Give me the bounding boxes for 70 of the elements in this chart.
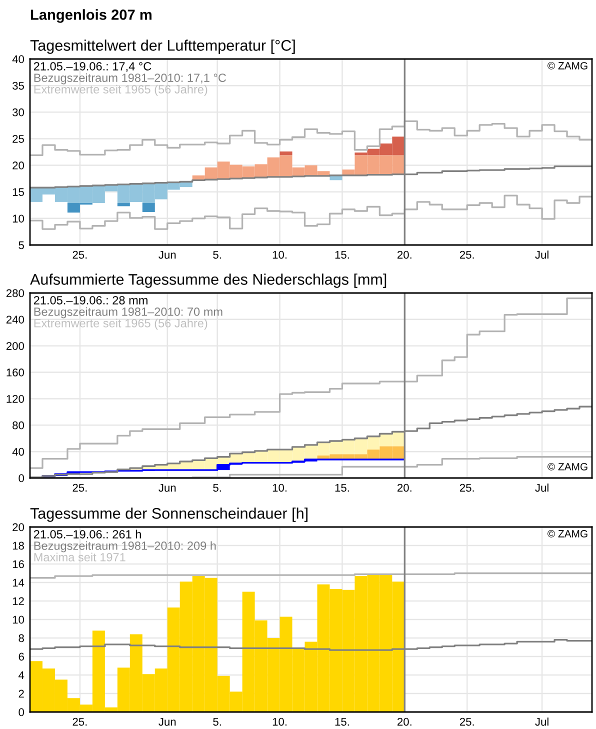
- x-tick-label: 5.: [213, 718, 221, 726]
- y-tick-label: 30: [12, 108, 24, 116]
- x-tick-label: 10.: [272, 250, 286, 259]
- y-tick-label: 240: [6, 316, 24, 324]
- chart-subtitle: Tagesmittelwert der Lufttemperatur [°C]: [30, 40, 295, 54]
- y-tick-label: 120: [6, 394, 24, 403]
- x-tick-label: 10.: [272, 718, 286, 726]
- x-tick-label: Jul: [535, 250, 548, 259]
- bar: [117, 203, 130, 206]
- y-tick-label: 14: [12, 578, 24, 587]
- x-tick-label: Jul: [535, 718, 548, 726]
- x-tick-label: 25.: [460, 484, 474, 492]
- y-tick-label: 160: [6, 368, 24, 376]
- y-tick-label: 5: [18, 241, 24, 250]
- y-tick-label: 4: [18, 671, 24, 680]
- y-tick-label: 6: [18, 652, 24, 661]
- annotation: 21.05.–19.06.: 261 h: [34, 530, 141, 538]
- y-tick-label: 20: [12, 523, 24, 532]
- annotation: Extremwerte seit 1965 (56 Jahre): [34, 84, 208, 96]
- annotation: © ZAMG: [548, 62, 588, 70]
- x-tick-label: 25.: [460, 250, 474, 259]
- chart-title: Langenlois 207 m: [30, 9, 152, 23]
- x-tick-label: Jun: [158, 718, 176, 726]
- y-tick-label: 0: [18, 474, 24, 482]
- y-tick-label: 80: [12, 421, 24, 430]
- y-tick-label: 20: [12, 162, 24, 170]
- chart-title: Tagessumme der Sonnenscheindauer [h]: [30, 508, 308, 522]
- y-tick-label: 280: [6, 289, 24, 298]
- x-tick-label: 10.: [272, 484, 286, 492]
- x-tick-label: 25.: [460, 718, 474, 726]
- y-tick-label: 35: [12, 82, 24, 90]
- y-tick-label: 25: [12, 134, 24, 143]
- bar: [142, 203, 155, 212]
- y-tick-label: 8: [18, 634, 24, 642]
- x-tick-label: 25.: [72, 250, 87, 259]
- y-tick-label: 2: [18, 690, 24, 698]
- x-tick-label: 15.: [335, 484, 349, 492]
- bar: [280, 151, 292, 156]
- y-tick-label: 10: [12, 214, 24, 223]
- annotation: Maxima seit 1971: [34, 552, 126, 562]
- x-tick-label: 20.: [398, 718, 412, 726]
- annotation: 21.05.–19.06.: 28 mm: [34, 296, 148, 304]
- chart-title: Aufsummierte Tagessumme des Niederschlags [mm]: [30, 274, 386, 288]
- x-tick-label: 25.: [72, 718, 87, 726]
- annotation: Bezugszeitraum 1981–2010: 17,1 °C: [34, 73, 226, 84]
- annotation: Bezugszeitraum 1981–2010: 70 mm: [34, 307, 222, 318]
- y-tick-label: 12: [12, 597, 24, 606]
- x-tick-label: 5.: [213, 250, 221, 259]
- annotation: 21.05.–19.06.: 17,4 °C: [34, 62, 152, 72]
- y-tick-label: 15: [12, 188, 24, 196]
- y-tick-label: 18: [12, 542, 24, 550]
- x-tick-label: 25.: [72, 484, 87, 492]
- x-tick-label: 15.: [335, 718, 349, 726]
- y-tick-label: 40: [12, 448, 24, 456]
- x-tick-label: 15.: [335, 250, 349, 259]
- y-tick-label: 0: [18, 708, 24, 716]
- y-tick-label: 16: [12, 560, 24, 568]
- x-tick-label: Jul: [535, 484, 548, 492]
- x-tick-label: Jun: [158, 250, 176, 259]
- y-tick-label: 10: [12, 616, 24, 624]
- y-tick-label: 200: [6, 342, 24, 350]
- x-tick-label: 20.: [398, 250, 412, 259]
- annotation: © ZAMG: [548, 463, 588, 470]
- x-tick-label: 5.: [213, 484, 221, 492]
- annotation: Extremwerte seit 1965 (56 Jahre): [34, 318, 208, 330]
- x-tick-label: Jun: [158, 484, 176, 492]
- y-tick-label: 40: [12, 55, 24, 64]
- annotation: © ZAMG: [548, 530, 588, 538]
- x-tick-label: 20.: [398, 484, 412, 492]
- annotation: Bezugszeitraum 1981–2010: 209 h: [34, 541, 216, 552]
